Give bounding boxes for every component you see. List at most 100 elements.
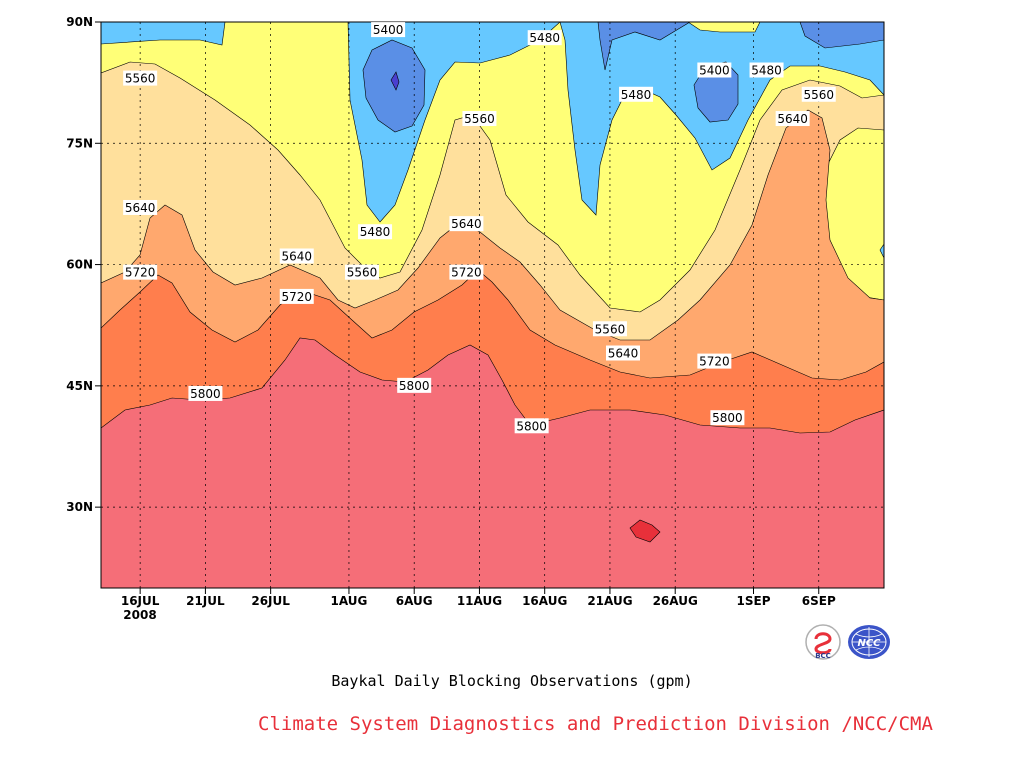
contour-label: 5720 [449, 264, 484, 280]
contour-label-text: 5640 [125, 201, 156, 215]
contour-label-text: 5640 [608, 347, 639, 361]
contour-label-text: 5800 [190, 387, 221, 401]
x-tick-label: 16AUG [522, 594, 567, 608]
svg-text:NCC: NCC [857, 638, 881, 649]
plot-area [101, 22, 884, 588]
contour-label-bg [371, 22, 406, 38]
contour-label-text: 5720 [699, 355, 730, 369]
contour-label: 5800 [514, 418, 549, 434]
x-tick-label: 1AUG [331, 594, 368, 608]
contour-label-text: 5400 [699, 64, 730, 78]
credit-line: Climate System Diagnostics and Predictio… [258, 713, 933, 735]
contour-label-bg [592, 321, 627, 337]
contour-label: 5720 [123, 264, 158, 280]
contour-label: 5560 [462, 111, 497, 127]
contour-label-bg [358, 224, 393, 240]
contour-label-text: 5560 [464, 112, 495, 126]
contour-label-bg [749, 62, 784, 78]
ncc-logo: NCC [846, 623, 892, 661]
contour-label-text: 5640 [777, 112, 808, 126]
contour-label: 5640 [123, 199, 158, 215]
contour-label-text: 5480 [751, 64, 782, 78]
contour-label: 5480 [749, 62, 784, 78]
contour-label-bg [279, 288, 314, 304]
contour-label-bg [801, 86, 836, 102]
chart-title: Baykal Daily Blocking Observations (gpm) [331, 672, 693, 690]
contour-label-bg [449, 216, 484, 232]
x-tick-label: 6AUG [396, 594, 433, 608]
grid [101, 22, 884, 588]
band-5320-5400-b [597, 22, 691, 71]
contour-label: 5800 [710, 410, 745, 426]
contour-label: 5640 [279, 248, 314, 264]
contour-label-text: 5800 [712, 411, 743, 425]
contour-label-bg [123, 264, 158, 280]
contour-label-bg [449, 264, 484, 280]
contour-label-text: 5800 [516, 419, 547, 433]
contour-label-text: 5480 [529, 31, 560, 45]
contour-label-text: 5560 [125, 72, 156, 86]
bcc-logo: BCC [804, 623, 842, 661]
contour-label: 5640 [606, 345, 640, 361]
svg-text:BCC: BCC [815, 652, 831, 660]
contour-label-text: 5560 [347, 266, 378, 280]
contour-label-bg [697, 353, 732, 369]
contour-label: 5480 [527, 30, 562, 46]
contour-label-bg [123, 70, 158, 86]
contour-label-bg [345, 264, 379, 280]
x-tick-label: 16JUL [121, 594, 160, 608]
contour-label: 5480 [619, 86, 654, 102]
contour-label: 5560 [592, 321, 627, 337]
contour-label-text: 5640 [281, 249, 312, 263]
contour-label-text: 5480 [621, 88, 652, 102]
contour-label-bg [279, 248, 314, 264]
band-yellow-top [687, 22, 761, 33]
contour-label-text: 5480 [360, 225, 391, 239]
x-tick-label: 21AUG [587, 594, 632, 608]
contour-label-bg [527, 30, 562, 46]
x-tick-label: 26AUG [653, 594, 698, 608]
y-tick-label: 30N [66, 500, 93, 514]
contour-label: 5720 [697, 353, 732, 369]
contour-labels: 5400 5480 5400 5480 5560 5480 5560 5560 5640 5640… [123, 22, 836, 434]
contour-label: 5640 [449, 216, 484, 232]
contour-label: 5480 [358, 224, 393, 240]
contour-label-bg [462, 111, 497, 127]
y-tick-label: 45N [66, 379, 93, 393]
x-tick-label: 21JUL [186, 594, 225, 608]
x-tick-label: 6SEP [802, 594, 836, 608]
contour-label-text: 5720 [125, 266, 156, 280]
contour-label-bg [123, 199, 158, 215]
contour-label: 5640 [775, 111, 810, 127]
band-edge-blip [879, 243, 884, 259]
contour-label-text: 5720 [451, 266, 482, 280]
contour-label-bg [514, 418, 549, 434]
x-axis: 16JUL 21JUL 26JUL 1AUG 6AUG 11AUG 16AUG 21AUG 26… [121, 588, 836, 608]
plot-frame [100, 21, 885, 589]
contour-label: 5400 [697, 62, 732, 78]
contour-label: 5800 [397, 377, 432, 393]
contour-label-bg [697, 62, 732, 78]
contour-label-bg [619, 86, 654, 102]
contour-label-bg [188, 385, 223, 401]
y-axis: 30N 45N 60N 75N 90N [66, 15, 101, 514]
contour-label: 5400 [371, 22, 406, 38]
x-tick-year: 2008 [123, 608, 156, 622]
contour-label: 5560 [345, 264, 379, 280]
y-tick-label: 90N [66, 15, 93, 29]
band-below-5320 [390, 71, 400, 91]
contour-label: 5560 [123, 70, 158, 86]
contour-label-text: 5640 [451, 217, 482, 231]
contour-label-bg [606, 345, 640, 361]
y-tick-label: 60N [66, 258, 93, 272]
x-tick-label: 26JUL [251, 594, 290, 608]
contour-label: 5720 [279, 288, 314, 304]
contour-label-text: 5400 [373, 23, 404, 37]
band-5320-5400-d [799, 22, 884, 49]
y-tick-label: 75N [66, 136, 93, 150]
contour-label-text: 5560 [595, 322, 626, 336]
contour-label-text: 5560 [803, 88, 834, 102]
band-5400-5480-a [101, 22, 226, 46]
contour-label-bg [710, 410, 745, 426]
